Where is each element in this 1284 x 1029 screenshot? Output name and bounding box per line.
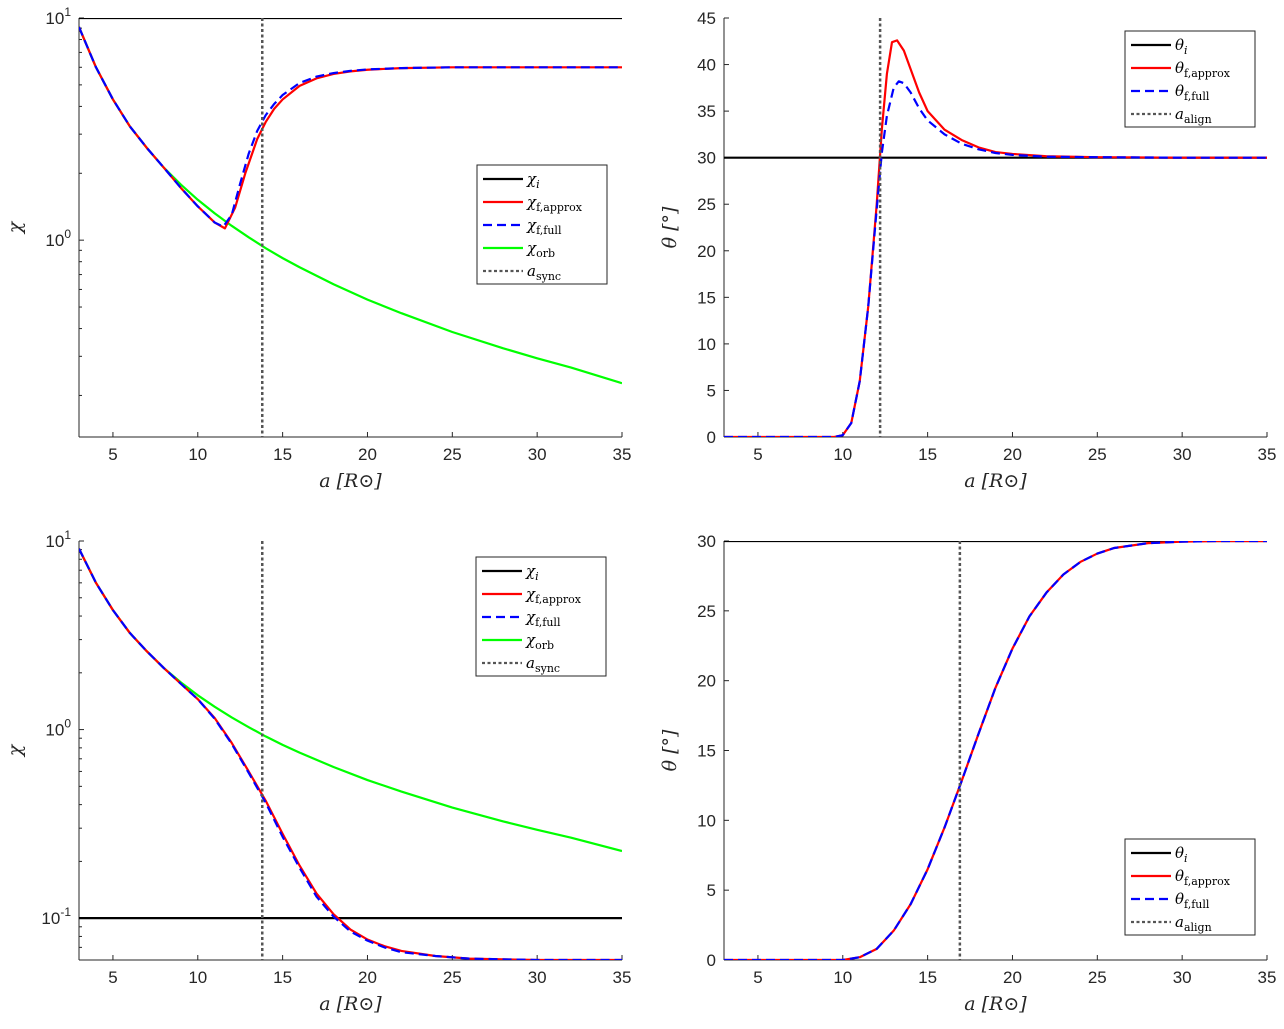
x-tick-label: 5	[753, 968, 762, 987]
y-tick-label: 45	[697, 9, 716, 28]
legend-entry: χf,full	[525, 608, 561, 629]
x-tick-label: 10	[188, 968, 207, 987]
x-tick-label: 25	[1088, 445, 1107, 464]
legend-entry: θf,full	[1175, 890, 1210, 911]
x-tick-label: 25	[443, 445, 462, 464]
x-axis-label: a [R⊙]	[319, 470, 382, 492]
legend-box	[1124, 838, 1256, 936]
legend-entry: async	[526, 654, 560, 675]
y-tick-label: 101	[45, 5, 71, 28]
plot-area	[79, 541, 622, 960]
x-tick-label: 35	[1258, 968, 1277, 987]
y-tick-label: 5	[707, 381, 716, 400]
y-tick-label: 20	[697, 672, 716, 691]
legend-entry: aalign	[1175, 913, 1212, 934]
x-tick-label: 20	[358, 445, 377, 464]
legend-entry: θi	[1175, 36, 1188, 57]
x-tick-label: 20	[1003, 968, 1022, 987]
legend-entry: χf,approx	[525, 585, 582, 606]
series-line-3	[79, 548, 622, 960]
y-tick-label: 15	[697, 742, 716, 761]
x-tick-label: 15	[918, 968, 937, 987]
series-line-2	[79, 26, 622, 230]
x-tick-label: 25	[443, 968, 462, 987]
x-tick-label: 5	[108, 968, 117, 987]
legend-entry: χi	[526, 170, 540, 191]
y-tick-label: 30	[697, 149, 716, 168]
legend-entry: χi	[525, 562, 539, 583]
y-tick-label: 15	[697, 288, 716, 307]
legend-entry: χorb	[525, 631, 554, 652]
y-tick-label: 35	[697, 102, 716, 121]
y-tick-label: 0	[707, 428, 716, 447]
x-tick-label: 5	[753, 445, 762, 464]
y-tick-label: 10	[697, 811, 716, 830]
y-tick-label: 0	[707, 951, 716, 970]
legend-entry: async	[527, 262, 561, 283]
y-tick-label: 10-1	[41, 905, 71, 928]
x-axis-label: a [R⊙]	[964, 993, 1027, 1015]
chart-panel-top-left: 5 10 15 20 25 30 35 100 101 a [R⊙] χ χiχf,approxχf,…	[4, 5, 631, 492]
x-tick-label: 15	[918, 445, 937, 464]
y-tick-label: 30	[697, 532, 716, 551]
x-tick-label: 10	[833, 968, 852, 987]
x-tick-label: 25	[1088, 968, 1107, 987]
x-tick-label: 35	[613, 445, 632, 464]
y-tick-label: 20	[697, 242, 716, 261]
series-line-2	[724, 80, 1267, 437]
y-axis-label: χ	[4, 220, 26, 235]
plot-area	[79, 18, 622, 437]
y-tick-label: 100	[45, 717, 71, 740]
x-axis-label: a [R⊙]	[319, 993, 382, 1015]
legend-box	[1124, 30, 1256, 128]
x-tick-label: 30	[528, 445, 547, 464]
y-axis-label: θ [°]	[659, 206, 681, 248]
y-axis-label: θ [°]	[659, 729, 681, 771]
series-line-3	[79, 26, 622, 228]
legend-entry: θf,approx	[1175, 867, 1231, 888]
x-tick-label: 35	[1258, 445, 1277, 464]
x-tick-label: 5	[108, 445, 117, 464]
x-tick-label: 30	[1173, 445, 1192, 464]
legend-entry: aalign	[1175, 105, 1212, 126]
y-tick-label: 25	[697, 195, 716, 214]
x-tick-label: 15	[273, 968, 292, 987]
x-tick-label: 10	[188, 445, 207, 464]
plot-area	[724, 18, 1267, 437]
chart-panel-bottom-left: 5 10 15 20 25 30 35 10-1 100 101 a [R⊙] χ χiχf,appro…	[4, 528, 631, 1015]
y-tick-label: 40	[697, 56, 716, 75]
series-line-2	[724, 541, 1267, 960]
chart-panel-top-right: 5 10 15 20 25 30 35 0 5 10 15 20 25 30 35 40 45 a [R⊙] θ […	[659, 9, 1276, 492]
y-axis-label: χ	[4, 743, 26, 758]
x-tick-label: 15	[273, 445, 292, 464]
y-tick-label: 101	[45, 528, 71, 551]
y-tick-label: 25	[697, 602, 716, 621]
x-tick-label: 35	[613, 968, 632, 987]
legend-entry: θf,approx	[1175, 59, 1231, 80]
legend-entry: χf,approx	[526, 193, 583, 214]
x-tick-label: 20	[1003, 445, 1022, 464]
x-tick-label: 30	[528, 968, 547, 987]
y-tick-label: 10	[697, 335, 716, 354]
legend-entry: θi	[1175, 844, 1188, 865]
legend-entry: χf,full	[526, 216, 562, 237]
x-tick-label: 20	[358, 968, 377, 987]
plot-area	[724, 541, 1267, 960]
y-tick-label: 5	[707, 881, 716, 900]
x-tick-label: 10	[833, 445, 852, 464]
x-tick-label: 30	[1173, 968, 1192, 987]
legend-entry: θf,full	[1175, 82, 1210, 103]
legend-entry: χorb	[526, 239, 555, 260]
y-tick-label: 100	[45, 227, 71, 250]
x-axis-label: a [R⊙]	[964, 470, 1027, 492]
